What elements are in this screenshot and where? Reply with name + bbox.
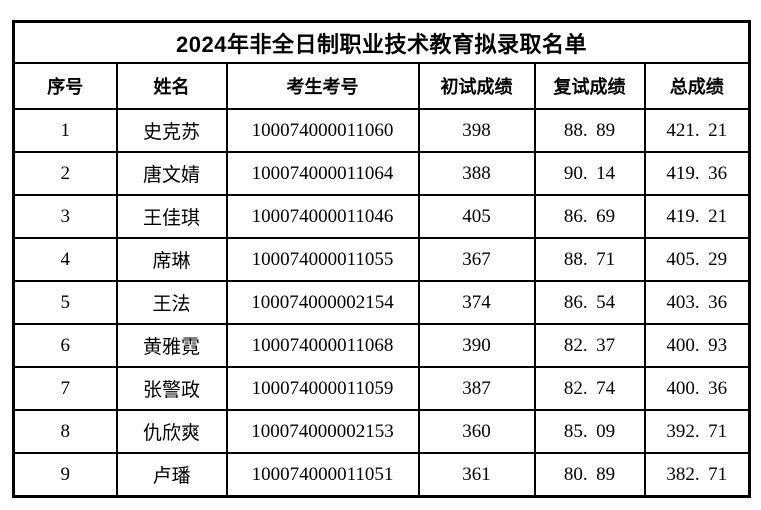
cell-index: 9: [12, 452, 118, 498]
cell-total-score: 403. 36: [643, 280, 751, 325]
table-row: 3 王佳琪 100074000011046 405 86. 69 419. 21: [12, 194, 751, 239]
cell-index: 1: [12, 108, 118, 153]
cell-retest-score: 82. 74: [533, 366, 646, 411]
header-total-score: 总成绩: [643, 62, 751, 110]
cell-total-score: 421. 21: [643, 108, 751, 153]
header-initial-score: 初试成绩: [417, 62, 536, 110]
cell-name: 史克苏: [115, 108, 228, 153]
cell-index: 4: [12, 237, 118, 282]
cell-exam-number: 100074000011046: [225, 194, 420, 239]
header-exam-number: 考生考号: [225, 62, 420, 110]
cell-retest-score: 86. 54: [533, 280, 646, 325]
page-title: 2024年非全日制职业技术教育拟录取名单: [12, 20, 751, 64]
cell-exam-number: 100074000011055: [225, 237, 420, 282]
cell-initial-score: 367: [417, 237, 536, 282]
table-row: 7 张警政 100074000011059 387 82. 74 400. 36: [12, 366, 751, 411]
cell-retest-score: 86. 69: [533, 194, 646, 239]
header-retest-score: 复试成绩: [533, 62, 646, 110]
cell-initial-score: 390: [417, 323, 536, 368]
cell-retest-score: 82. 37: [533, 323, 646, 368]
title-row: 2024年非全日制职业技术教育拟录取名单: [12, 20, 751, 64]
cell-exam-number: 100074000002154: [225, 280, 420, 325]
header-name: 姓名: [115, 62, 228, 110]
cell-exam-number: 100074000011060: [225, 108, 420, 153]
cell-initial-score: 388: [417, 151, 536, 196]
cell-initial-score: 360: [417, 409, 536, 454]
cell-initial-score: 398: [417, 108, 536, 153]
cell-total-score: 419. 21: [643, 194, 751, 239]
cell-total-score: 382. 71: [643, 452, 751, 498]
cell-total-score: 419. 36: [643, 151, 751, 196]
cell-name: 席琳: [115, 237, 228, 282]
table-row: 5 王法 100074000002154 374 86. 54 403. 36: [12, 280, 751, 325]
table-body: 1 史克苏 100074000011060 398 88. 89 421. 21 2 唐文婧 1…: [12, 108, 751, 498]
cell-index: 2: [12, 151, 118, 196]
cell-initial-score: 361: [417, 452, 536, 498]
cell-name: 仇欣爽: [115, 409, 228, 454]
cell-exam-number: 100074000011068: [225, 323, 420, 368]
cell-initial-score: 387: [417, 366, 536, 411]
cell-exam-number: 100074000002153: [225, 409, 420, 454]
cell-index: 3: [12, 194, 118, 239]
cell-index: 7: [12, 366, 118, 411]
cell-total-score: 405. 29: [643, 237, 751, 282]
cell-exam-number: 100074000011064: [225, 151, 420, 196]
cell-name: 黄雅霓: [115, 323, 228, 368]
cell-exam-number: 100074000011051: [225, 452, 420, 498]
cell-initial-score: 405: [417, 194, 536, 239]
cell-name: 唐文婧: [115, 151, 228, 196]
cell-retest-score: 88. 89: [533, 108, 646, 153]
header-row: 序号 姓名 考生考号 初试成绩 复试成绩 总成绩: [12, 62, 751, 110]
cell-name: 卢璠: [115, 452, 228, 498]
cell-total-score: 392. 71: [643, 409, 751, 454]
cell-name: 王佳琪: [115, 194, 228, 239]
cell-index: 6: [12, 323, 118, 368]
table-row: 6 黄雅霓 100074000011068 390 82. 37 400. 93: [12, 323, 751, 368]
cell-index: 8: [12, 409, 118, 454]
cell-name: 王法: [115, 280, 228, 325]
cell-name: 张警政: [115, 366, 228, 411]
header-index: 序号: [12, 62, 118, 110]
table-row: 9 卢璠 100074000011051 361 80. 89 382. 71: [12, 452, 751, 498]
cell-exam-number: 100074000011059: [225, 366, 420, 411]
cell-total-score: 400. 36: [643, 366, 751, 411]
cell-retest-score: 85. 09: [533, 409, 646, 454]
cell-retest-score: 88. 71: [533, 237, 646, 282]
table-row: 2 唐文婧 100074000011064 388 90. 14 419. 36: [12, 151, 751, 196]
cell-retest-score: 90. 14: [533, 151, 646, 196]
admission-table: 2024年非全日制职业技术教育拟录取名单 序号 姓名 考生考号 初试成绩 复试成绩 总成绩…: [12, 20, 752, 498]
table-row: 8 仇欣爽 100074000002153 360 85. 09 392. 71: [12, 409, 751, 454]
cell-index: 5: [12, 280, 118, 325]
cell-initial-score: 374: [417, 280, 536, 325]
cell-retest-score: 80. 89: [533, 452, 646, 498]
table-row: 1 史克苏 100074000011060 398 88. 89 421. 21: [12, 108, 751, 153]
cell-total-score: 400. 93: [643, 323, 751, 368]
table-row: 4 席琳 100074000011055 367 88. 71 405. 29: [12, 237, 751, 282]
